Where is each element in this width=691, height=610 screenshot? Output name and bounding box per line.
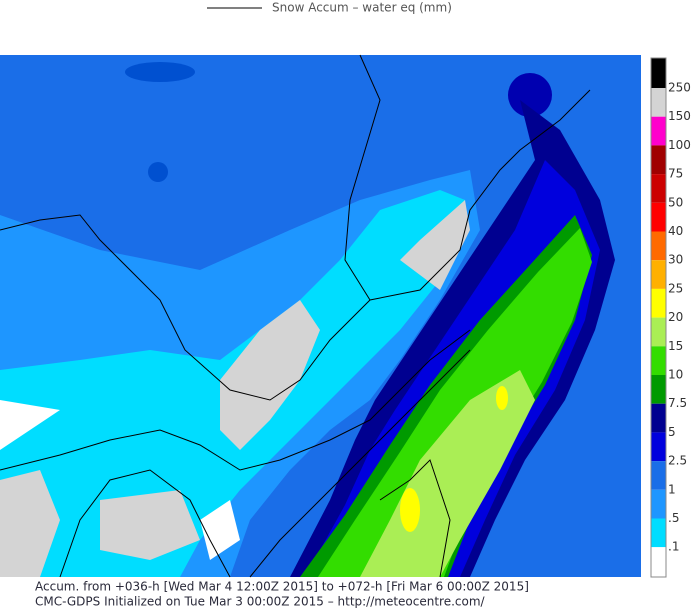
colorbar-label: 25 <box>668 281 683 295</box>
field <box>0 400 60 450</box>
colorbar-label: 30 <box>668 253 683 267</box>
colorbar-label: 7.5 <box>668 396 687 410</box>
colorbar-segment <box>651 260 666 289</box>
colorbar-label: 20 <box>668 310 683 324</box>
boundary <box>344 54 381 301</box>
field <box>400 200 470 290</box>
map <box>0 54 641 578</box>
colorbar-label: 150 <box>668 109 691 123</box>
colorbar-frame <box>650 57 667 578</box>
colorbar-segment <box>651 346 666 375</box>
field <box>496 386 508 410</box>
colorbar-label: 2.5 <box>668 454 687 468</box>
colorbar-label: 40 <box>668 224 683 238</box>
footer-line: Accum. from +036-h [Wed Mar 4 12:00Z 201… <box>35 580 529 594</box>
colorbar-segment <box>651 202 666 232</box>
colorbar-segment <box>651 288 666 318</box>
colorbar-segment <box>651 461 666 490</box>
field <box>318 228 592 577</box>
field <box>125 62 195 82</box>
field <box>148 162 168 182</box>
colorbar-label: .5 <box>668 511 679 525</box>
field <box>0 470 60 577</box>
legend-title: Snow Accum – water eq (mm) <box>272 1 452 15</box>
colorbar-label: 50 <box>668 195 683 209</box>
colorbar-segment <box>651 58 666 88</box>
colorbar-segment <box>651 317 666 347</box>
colorbar-segment <box>651 231 666 261</box>
colorbar-label: 15 <box>668 339 683 353</box>
coastline <box>0 329 471 471</box>
colorbar-segment <box>651 432 666 462</box>
boundary <box>249 349 471 578</box>
field <box>220 300 320 450</box>
footer-line: CMC-GDPS Initialized on Tue Mar 3 00:00Z… <box>35 595 486 609</box>
field <box>508 73 552 117</box>
field <box>100 490 200 560</box>
colorbar-label: 100 <box>668 138 691 152</box>
colorbar-segment <box>651 174 666 203</box>
colorbar-label: 250 <box>668 81 691 95</box>
colorbar-segment <box>651 518 666 548</box>
colorbar-segment <box>651 88 666 117</box>
coastline <box>59 469 231 578</box>
coastline <box>0 89 591 401</box>
colorbar-label: 75 <box>668 167 683 181</box>
colorbar-segment <box>651 489 666 519</box>
colorbar-segment <box>651 116 666 146</box>
colorbar-segment <box>651 375 666 404</box>
field <box>200 500 240 560</box>
field <box>400 488 420 532</box>
colorbar-segment <box>651 403 666 433</box>
colorbar-segment <box>651 547 666 577</box>
colorbar-label: .1 <box>668 540 679 554</box>
colorbar-label: 10 <box>668 368 683 382</box>
colorbar-label: 5 <box>668 425 676 439</box>
colorbar-segment <box>651 145 666 175</box>
coastline <box>379 459 451 578</box>
colorbar-label: 1 <box>668 482 676 496</box>
